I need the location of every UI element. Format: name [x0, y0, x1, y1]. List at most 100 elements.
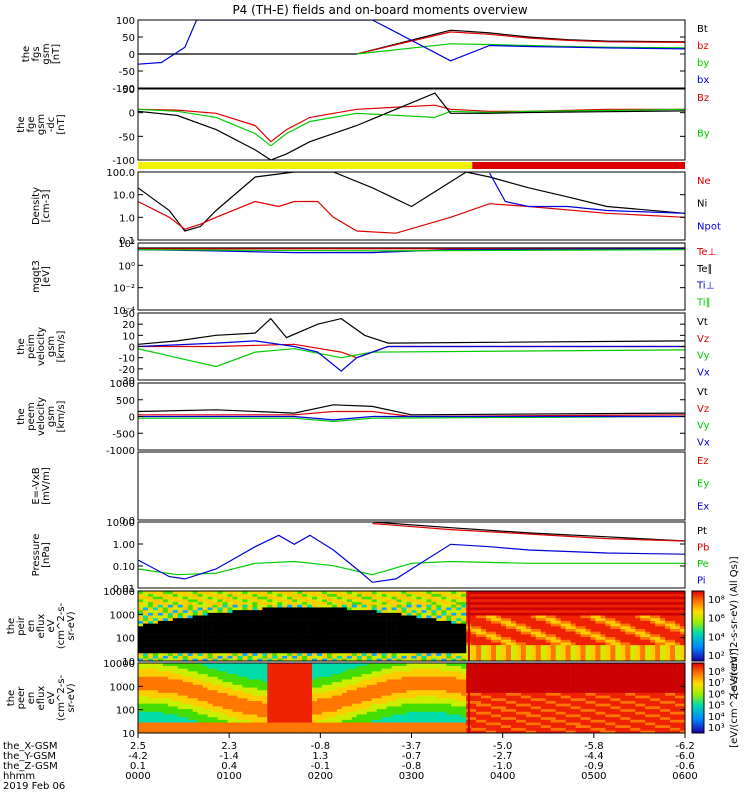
spectrogram-cell	[391, 601, 397, 605]
spectrogram-cell	[287, 639, 293, 643]
spectrogram-cell	[237, 668, 243, 672]
spectrogram-cell	[192, 658, 198, 661]
spectrogram-cell	[312, 593, 318, 597]
spectrogram-cell	[147, 615, 154, 619]
spectrogram-cell	[496, 665, 502, 669]
spectrogram-cell	[192, 620, 198, 624]
spectrogram-cell	[152, 663, 159, 666]
spectrogram-cell	[267, 607, 273, 611]
spectrogram-cell	[605, 623, 611, 627]
spectrogram-cell	[421, 601, 427, 605]
spectrogram-cell	[142, 599, 149, 603]
spectrogram-cell	[197, 607, 203, 611]
spectrogram-cell	[406, 599, 412, 603]
spectrogram-cell	[371, 692, 377, 696]
spectrogram-cell	[232, 639, 238, 643]
spectrogram-cell	[630, 607, 636, 611]
spectrogram-cell	[496, 687, 502, 691]
spectrogram-cell	[610, 642, 616, 646]
spectrogram-cell	[381, 644, 387, 648]
spectrogram-cell	[381, 716, 387, 720]
y-tick-label: 0	[129, 413, 135, 424]
spectrogram-cell	[575, 609, 581, 613]
spectrogram-cell	[625, 607, 631, 611]
spectrogram-cell	[321, 596, 328, 600]
spectrogram-cell	[197, 652, 203, 656]
spectrogram-cell	[630, 626, 636, 629]
spectrogram-cell	[645, 658, 651, 661]
spectrogram-cell	[267, 655, 273, 659]
spectrogram-cell	[177, 684, 184, 688]
spectrogram-cell	[162, 708, 169, 712]
spectrogram-cell	[515, 642, 522, 646]
spectrogram-cell	[501, 604, 507, 608]
spectrogram-cell	[595, 628, 601, 632]
legend-entry: Ni	[697, 199, 707, 210]
spectrogram-cell	[267, 593, 273, 597]
spectrogram-cell	[147, 663, 154, 666]
spectrogram-cell	[515, 647, 522, 651]
spectrogram-cell	[520, 609, 527, 613]
spectrogram-cell	[207, 708, 213, 712]
spectrogram-cell	[396, 714, 402, 718]
series-line-Ti∥	[138, 249, 685, 252]
spectrogram-cell	[371, 658, 377, 661]
spectrogram-cell	[192, 617, 198, 621]
spectrogram-cell	[227, 684, 233, 688]
spectrogram-cell	[421, 623, 427, 627]
spectrogram-cell	[585, 601, 591, 605]
spectrogram-cell	[446, 689, 452, 693]
spectrogram-cell	[197, 644, 203, 648]
spectrogram-cell	[292, 615, 298, 619]
spectrogram-cell	[172, 730, 179, 733]
spectrogram-cell	[242, 626, 248, 629]
spectrogram-cell	[481, 671, 487, 675]
spectrogram-cell	[441, 652, 447, 656]
y-tick-label: 20	[122, 320, 135, 331]
spectrogram-cell	[292, 623, 298, 627]
spectrogram-cell	[351, 724, 358, 728]
spectrogram-cell	[530, 604, 537, 608]
spectrogram-cell	[232, 716, 238, 720]
spectrogram-cell	[426, 601, 432, 605]
spectrogram-cell	[431, 652, 437, 656]
spectrogram-cell	[605, 652, 611, 656]
spectrogram-cell	[560, 628, 566, 632]
spectrogram-cell	[197, 604, 203, 608]
spectrogram-cell	[675, 620, 681, 624]
spectrogram-cell	[585, 604, 591, 608]
spectrogram-cell	[277, 601, 283, 605]
spectrogram-cell	[317, 615, 323, 619]
spectrogram-cell	[640, 642, 646, 646]
y-axis-label: Density [cm-3]	[31, 187, 52, 225]
spectrogram-cell	[142, 596, 149, 600]
spectrogram-cell	[555, 591, 561, 594]
spectrogram-cell	[436, 636, 442, 640]
spectrogram-cell	[446, 626, 452, 629]
spectrogram-cell	[142, 719, 149, 723]
spectrogram-cell	[351, 601, 358, 605]
spectrogram-cell	[207, 650, 213, 654]
spectrogram-cell	[356, 673, 363, 677]
spectrogram-cell	[371, 663, 377, 666]
spectrogram-cell	[595, 634, 601, 638]
spectrogram-cell	[510, 593, 517, 597]
spectrogram-cell	[471, 719, 477, 723]
spectrogram-cell	[515, 634, 522, 638]
spectrogram-cell	[491, 620, 497, 624]
spectrogram-cell	[232, 612, 238, 616]
spectrogram-cell	[620, 593, 626, 597]
spectrogram-cell	[361, 665, 368, 669]
spectrogram-cell	[147, 639, 154, 643]
spectrogram-cell	[366, 612, 373, 616]
spectrogram-cell	[406, 730, 412, 733]
spectrogram-cell	[391, 698, 397, 701]
spectrogram-cell	[361, 708, 368, 712]
spectrogram-cell	[267, 623, 273, 627]
spectrogram-cell	[510, 623, 517, 627]
spectrogram-cell	[381, 631, 387, 635]
spectrogram-cell	[272, 609, 278, 613]
spectrogram-cell	[157, 663, 164, 666]
spectrogram-cell	[162, 698, 169, 701]
spectrogram-cell	[277, 719, 283, 723]
